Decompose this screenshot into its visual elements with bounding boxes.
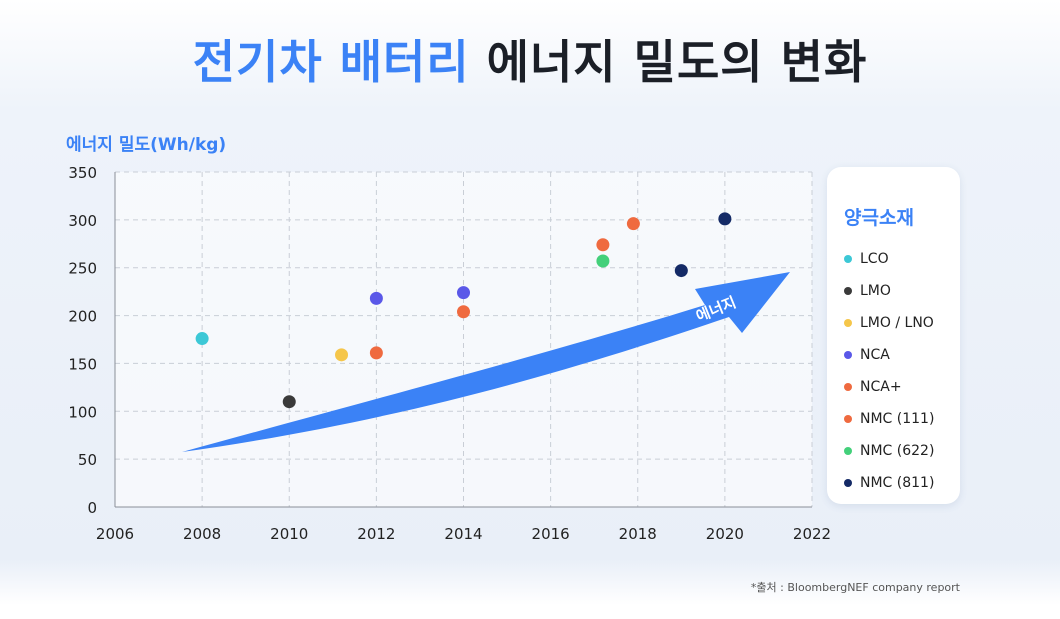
y-tick-label: 50 bbox=[78, 451, 97, 469]
x-tick-label: 2012 bbox=[357, 525, 395, 543]
data-point bbox=[596, 238, 610, 252]
legend-marker bbox=[844, 415, 852, 423]
title-rest: 에너지 밀도의 변화 bbox=[486, 35, 868, 89]
legend-item: NMC (811) bbox=[844, 467, 934, 499]
legend-marker bbox=[844, 383, 852, 391]
legend-marker bbox=[844, 447, 852, 455]
data-point bbox=[282, 395, 296, 409]
legend-label: NMC (811) bbox=[860, 475, 935, 491]
title-highlight: 전기차 배터리 bbox=[192, 35, 470, 89]
legend-label: NCA bbox=[860, 347, 890, 363]
data-point bbox=[674, 264, 688, 278]
y-axis-label: 에너지 밀도(Wh/kg) bbox=[66, 135, 227, 155]
legend-label: LMO / LNO bbox=[860, 315, 934, 331]
trend-arrow bbox=[182, 272, 790, 452]
x-tick-label: 2014 bbox=[444, 525, 482, 543]
page-title: 전기차 배터리 에너지 밀도의 변화 bbox=[0, 26, 1060, 92]
x-tick-label: 2008 bbox=[183, 525, 221, 543]
y-tick-label: 100 bbox=[68, 403, 97, 421]
x-tick-label: 2006 bbox=[96, 525, 134, 543]
legend-item: NMC (111) bbox=[844, 403, 934, 435]
y-tick-label: 0 bbox=[87, 499, 97, 517]
legend-label: NMC (622) bbox=[860, 443, 935, 459]
legend-label: NMC (111) bbox=[860, 411, 935, 427]
legend-item: NCA+ bbox=[844, 371, 934, 403]
legend-title: 양극소재 bbox=[844, 207, 914, 229]
legend-item: NMC (622) bbox=[844, 435, 934, 467]
legend-marker bbox=[844, 479, 852, 487]
y-tick-label: 200 bbox=[68, 308, 97, 326]
legend-item: LMO / LNO bbox=[844, 307, 934, 339]
data-point bbox=[457, 286, 470, 300]
plot-area bbox=[115, 172, 812, 507]
y-tick-label: 300 bbox=[68, 212, 97, 230]
data-point bbox=[335, 348, 349, 362]
x-tick-label: 2016 bbox=[532, 525, 570, 543]
legend-item: LCO bbox=[844, 243, 934, 275]
y-tick-label: 150 bbox=[68, 355, 97, 373]
legend-marker bbox=[844, 319, 852, 327]
legend-marker bbox=[844, 255, 852, 263]
data-point bbox=[369, 291, 383, 305]
legend-label: LCO bbox=[860, 251, 889, 267]
legend-label: NCA+ bbox=[860, 379, 902, 395]
legend-marker bbox=[844, 351, 852, 359]
x-tick-label: 2010 bbox=[270, 525, 308, 543]
x-tick-label: 2018 bbox=[619, 525, 657, 543]
legend: 양극소재 LCO LMO LMO / LNO NCA NCA+ NMC (111) NMC … bbox=[827, 167, 960, 504]
legend-items: LCO LMO LMO / LNO NCA NCA+ NMC (111) NMC (622)… bbox=[844, 243, 934, 499]
data-point bbox=[369, 346, 383, 360]
source-note: *출처 : BloombergNEF company report bbox=[750, 581, 960, 594]
data-point bbox=[457, 305, 470, 319]
data-point bbox=[718, 212, 732, 226]
legend-item: LMO bbox=[844, 275, 934, 307]
legend-marker bbox=[844, 287, 852, 295]
data-point bbox=[626, 217, 640, 231]
legend-item: NCA bbox=[844, 339, 934, 371]
x-tick-label: 2020 bbox=[706, 525, 744, 543]
data-point bbox=[195, 332, 209, 346]
data-point bbox=[596, 254, 610, 268]
legend-label: LMO bbox=[860, 283, 891, 299]
y-tick-label: 350 bbox=[68, 164, 97, 182]
x-tick-label: 2022 bbox=[793, 525, 831, 543]
y-tick-label: 250 bbox=[68, 260, 97, 278]
